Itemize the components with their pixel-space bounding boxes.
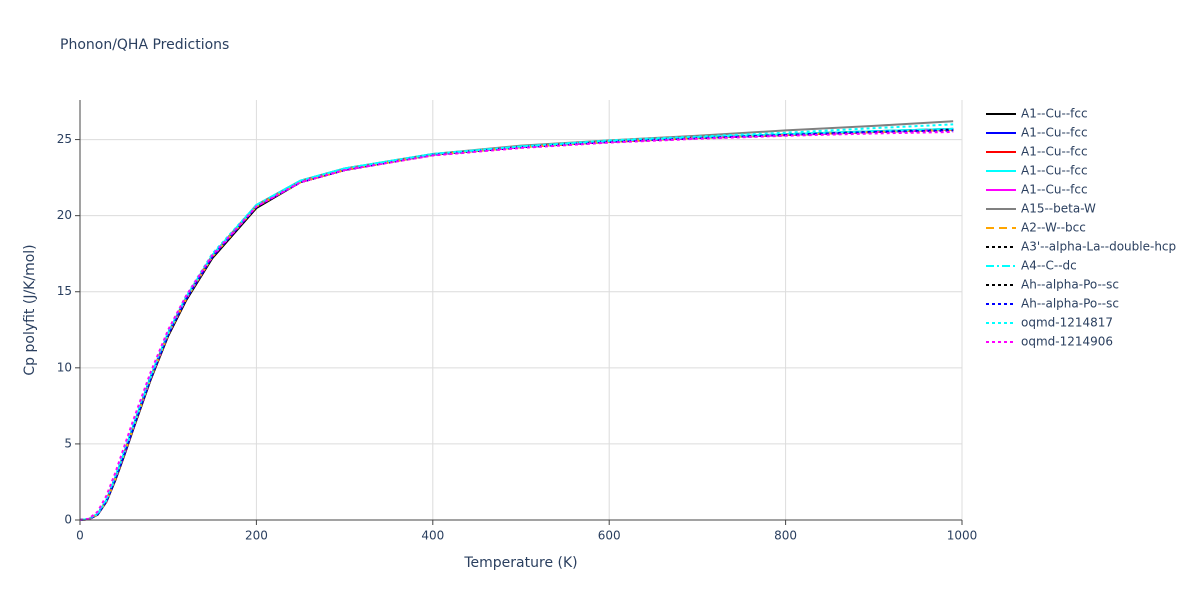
series-line — [79, 129, 954, 521]
plot-lines — [79, 120, 954, 521]
x-tick-label: 1000 — [947, 529, 978, 543]
legend-label: A1--Cu--fcc — [1021, 107, 1088, 121]
legend-label: oqmd-1214817 — [1021, 316, 1113, 330]
legend-label: A4--C--dc — [1021, 259, 1077, 273]
series-line — [79, 120, 954, 521]
series-line — [79, 128, 954, 521]
series-line — [79, 130, 954, 521]
series-line — [79, 127, 954, 521]
y-axis-title: Cp polyfit (J/K/mol) — [22, 244, 38, 375]
legend-label: oqmd-1214906 — [1021, 335, 1113, 349]
chart-title: Phonon/QHA Predictions — [60, 37, 229, 53]
y-tick-label: 15 — [57, 284, 72, 298]
series-line — [79, 128, 954, 521]
legend-label: A3'--alpha-La--double-hcp — [1021, 240, 1176, 254]
x-tick-label: 200 — [245, 529, 268, 543]
legend-label: A1--Cu--fcc — [1021, 183, 1088, 197]
legend-label: Ah--alpha-Po--sc — [1021, 297, 1119, 311]
series-line — [79, 129, 954, 521]
legend-label: Ah--alpha-Po--sc — [1021, 278, 1119, 292]
series-line — [79, 128, 954, 521]
legend: A1--Cu--fcc A1--Cu--fcc A1--Cu--fcc A1--Cu-… — [986, 107, 1176, 349]
y-tick-label: 0 — [64, 513, 72, 527]
legend-label: A1--Cu--fcc — [1021, 145, 1088, 159]
y-tick-label: 10 — [57, 360, 72, 374]
series-line — [79, 127, 954, 521]
y-tick-label: 20 — [57, 208, 72, 222]
x-tick-label: 600 — [598, 529, 621, 543]
y-tick-label: 25 — [57, 132, 72, 146]
series-line — [79, 123, 954, 521]
legend-label: A2--W--bcc — [1021, 221, 1086, 235]
x-tick-label: 800 — [774, 529, 797, 543]
x-axis-title: Temperature (K) — [463, 555, 577, 571]
grid: 0 200 400 600 800 1000 0 5 10 15 20 25 — [57, 100, 978, 543]
x-tick-label: 0 — [76, 529, 84, 543]
x-tick-label: 400 — [421, 529, 444, 543]
series-line — [79, 128, 954, 521]
legend-label: A1--Cu--fcc — [1021, 126, 1088, 140]
series-line — [79, 127, 954, 521]
legend-label: A15--beta-W — [1021, 202, 1096, 216]
legend-label: A1--Cu--fcc — [1021, 164, 1088, 178]
series-line — [79, 128, 954, 521]
y-tick-label: 5 — [64, 436, 72, 450]
